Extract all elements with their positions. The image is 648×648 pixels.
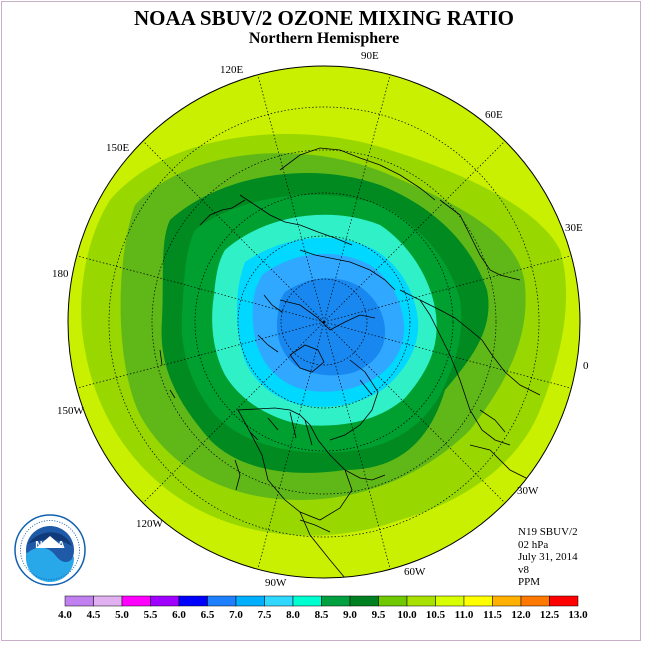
colorbar-swatch [549, 595, 579, 607]
colorbar-tick-label: 8.0 [286, 609, 300, 621]
colorbar-swatch [292, 595, 322, 607]
colorbar-tick-label: 12.5 [539, 609, 560, 621]
colorbar-tick-label: 13.0 [568, 609, 588, 621]
lon-label-120e: 120E [220, 64, 244, 76]
coastlines [159, 147, 541, 578]
colorbar-tick-label: 9.5 [371, 609, 386, 621]
image-frame [1, 1, 641, 641]
colorbar-tick-label: 5.5 [143, 609, 158, 621]
satellite-label: N19 SBUV/2 [518, 526, 578, 538]
colorbar-tick-label: 10.5 [425, 609, 446, 621]
lon-label-0: 0 [583, 360, 589, 372]
colorbar-swatch [463, 595, 493, 607]
meridian-line [323, 255, 572, 323]
contour-band-6-0 [276, 278, 386, 376]
meridian-line [323, 321, 391, 570]
colorbar-swatch [235, 595, 265, 607]
colorbar-tick-label: 12.0 [511, 609, 531, 621]
colorbar-swatch [321, 595, 351, 607]
colorbar-tick-label: 11.5 [483, 609, 502, 621]
colorbar-swatch [121, 595, 151, 607]
colorbar-swatch [520, 595, 550, 607]
lon-label-120w: 120W [136, 518, 163, 530]
colorbar-tick-label: 7.5 [257, 609, 272, 621]
lon-label-150e: 150E [106, 142, 130, 154]
units-label: PPM [518, 576, 541, 588]
logo-text: NOAA [35, 540, 64, 551]
colorbar-tick-label: 4.0 [58, 609, 72, 621]
lon-label-180: 180 [52, 268, 69, 280]
meridian-line [142, 140, 325, 323]
colorbar-tick-label: 10.0 [397, 609, 417, 621]
map-border [67, 65, 581, 579]
meridian-line [142, 321, 325, 504]
colorbar-swatch [150, 595, 180, 607]
colorbar-swatch [178, 595, 208, 607]
colorbar-swatch [64, 595, 94, 607]
colorbar-swatch [378, 595, 408, 607]
meridian-line [323, 140, 506, 323]
colorbar-tick-label: 9.0 [343, 609, 357, 621]
meridian-line [76, 255, 325, 323]
colorbar-tick-label: 5.0 [115, 609, 129, 621]
colorbar-swatch [349, 595, 379, 607]
noaa-logo: NOAA [14, 514, 86, 586]
meridian-line [76, 321, 325, 389]
version-label: v8 [518, 563, 529, 576]
lon-label-60w: 60W [404, 566, 426, 578]
lon-label-30w: 30W [517, 485, 539, 497]
meridian-line [323, 321, 572, 389]
colorbar-swatch [207, 595, 237, 607]
meridian-line [323, 74, 391, 323]
meridian-line [257, 74, 325, 323]
meridians [76, 74, 572, 570]
colorbar-tick-label: 4.5 [86, 609, 101, 621]
lon-label-60e: 60E [485, 109, 503, 121]
graticule [108, 106, 540, 538]
lon-label-90w: 90W [265, 577, 287, 589]
meridian-line [257, 321, 325, 570]
level-label: 02 hPa [518, 538, 549, 551]
colorbar-swatch [492, 595, 522, 607]
lon-label-90e: 90E [361, 50, 379, 62]
colorbar-tick-label: 6.0 [172, 609, 186, 621]
colorbar-swatch [93, 595, 123, 607]
lon-label-30e: 30E [565, 222, 583, 234]
colorbar-tick-label: 6.5 [200, 609, 215, 621]
colorbar-swatch [264, 595, 294, 607]
colorbar-tick-label: 11.0 [454, 609, 474, 621]
meridian-line [323, 321, 506, 504]
colorbar-swatch [406, 595, 436, 607]
colorbar-tick-label: 7.0 [229, 609, 243, 621]
colorbar [64, 595, 579, 607]
info-block: N19 SBUV/2 02 hPa July 31, 2014 v8 PPM [518, 526, 578, 589]
page-title: NOAA SBUV/2 OZONE MIXING RATIO [134, 6, 514, 30]
lon-label-150w: 150W [57, 405, 84, 417]
date-label: July 31, 2014 [518, 551, 578, 563]
ozone-field [68, 66, 580, 578]
colorbar-tick-label: 8.5 [314, 609, 329, 621]
page-subtitle: Northern Hemisphere [248, 30, 400, 47]
colorbar-swatch [435, 595, 465, 607]
